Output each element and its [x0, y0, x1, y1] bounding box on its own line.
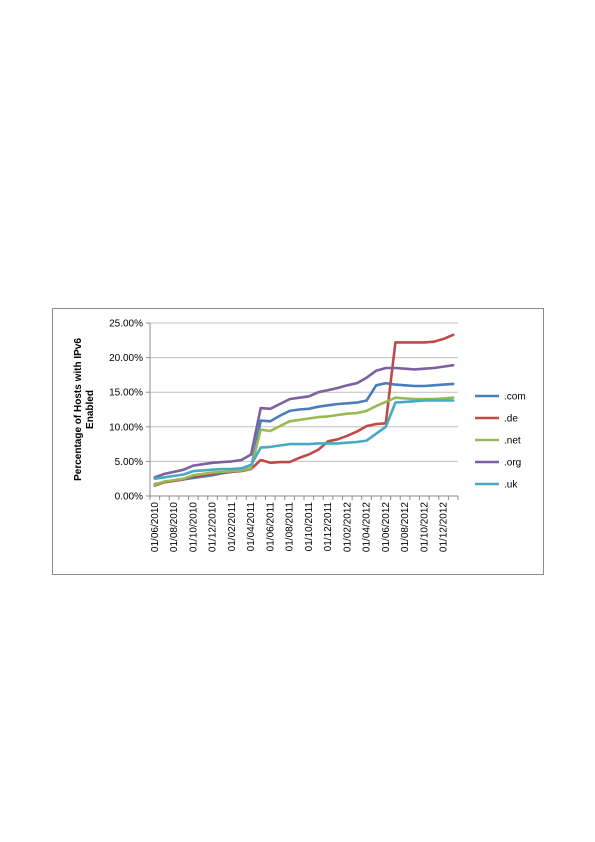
x-tick-label: 01/08/2010 [169, 502, 180, 552]
series-line-org [155, 365, 453, 477]
y-axis-label-line: Percentage of Hosts with IPv6 [73, 338, 84, 481]
chart-frame: 0.00% 5.00% 10.00% 15.00% 20.00% 25.00% 01/06… [52, 308, 544, 575]
legend-label-uk: .uk [504, 480, 518, 491]
x-tick-label: 01/06/2012 [381, 502, 392, 552]
x-tick-label: 01/08/2011 [285, 502, 296, 552]
x-tick-label: 01/12/2011 [323, 502, 334, 552]
x-axis: 01/06/2010 01/08/2010 01/10/2010 01/12/2010… [150, 496, 458, 552]
legend-label-com: .com [504, 392, 526, 403]
x-tick-label: 01/12/2012 [439, 502, 450, 552]
y-tick-label: 5.00% [115, 457, 143, 468]
series-line-uk [155, 401, 453, 479]
line-chart: 0.00% 5.00% 10.00% 15.00% 20.00% 25.00% 01/06… [53, 309, 543, 574]
x-tick-label: 01/04/2012 [362, 502, 373, 552]
x-tick-label: 01/10/2011 [304, 502, 315, 552]
x-tick-label: 01/08/2012 [400, 502, 411, 552]
y-tick-label: 20.00% [109, 353, 143, 364]
legend-label-net: .net [504, 436, 521, 447]
x-tick-label: 01/06/2010 [150, 502, 161, 552]
x-tick-label: 01/10/2012 [419, 502, 430, 552]
y-tick-label: 25.00% [109, 319, 143, 330]
y-tick-label: 15.00% [109, 388, 143, 399]
y-axis: 0.00% 5.00% 10.00% 15.00% 20.00% 25.00% [109, 319, 150, 503]
x-tick-label: 01/02/2012 [342, 502, 353, 552]
legend: .com .de .net .org .uk [475, 392, 526, 491]
y-axis-label-line: Enabled [85, 390, 96, 429]
x-tick-label: 01/04/2011 [246, 502, 257, 552]
x-tick-label: 01/06/2011 [265, 502, 276, 552]
y-tick-label: 0.00% [115, 492, 143, 503]
legend-label-org: .org [504, 458, 521, 469]
legend-label-de: .de [504, 414, 518, 425]
x-tick-label: 01/10/2010 [188, 502, 199, 552]
x-tick-label: 01/12/2010 [208, 502, 219, 552]
x-tick-label: 01/02/2011 [227, 502, 238, 552]
y-axis-label: Percentage of Hosts with IPv6Enabled [73, 338, 96, 481]
y-tick-label: 10.00% [109, 422, 143, 433]
